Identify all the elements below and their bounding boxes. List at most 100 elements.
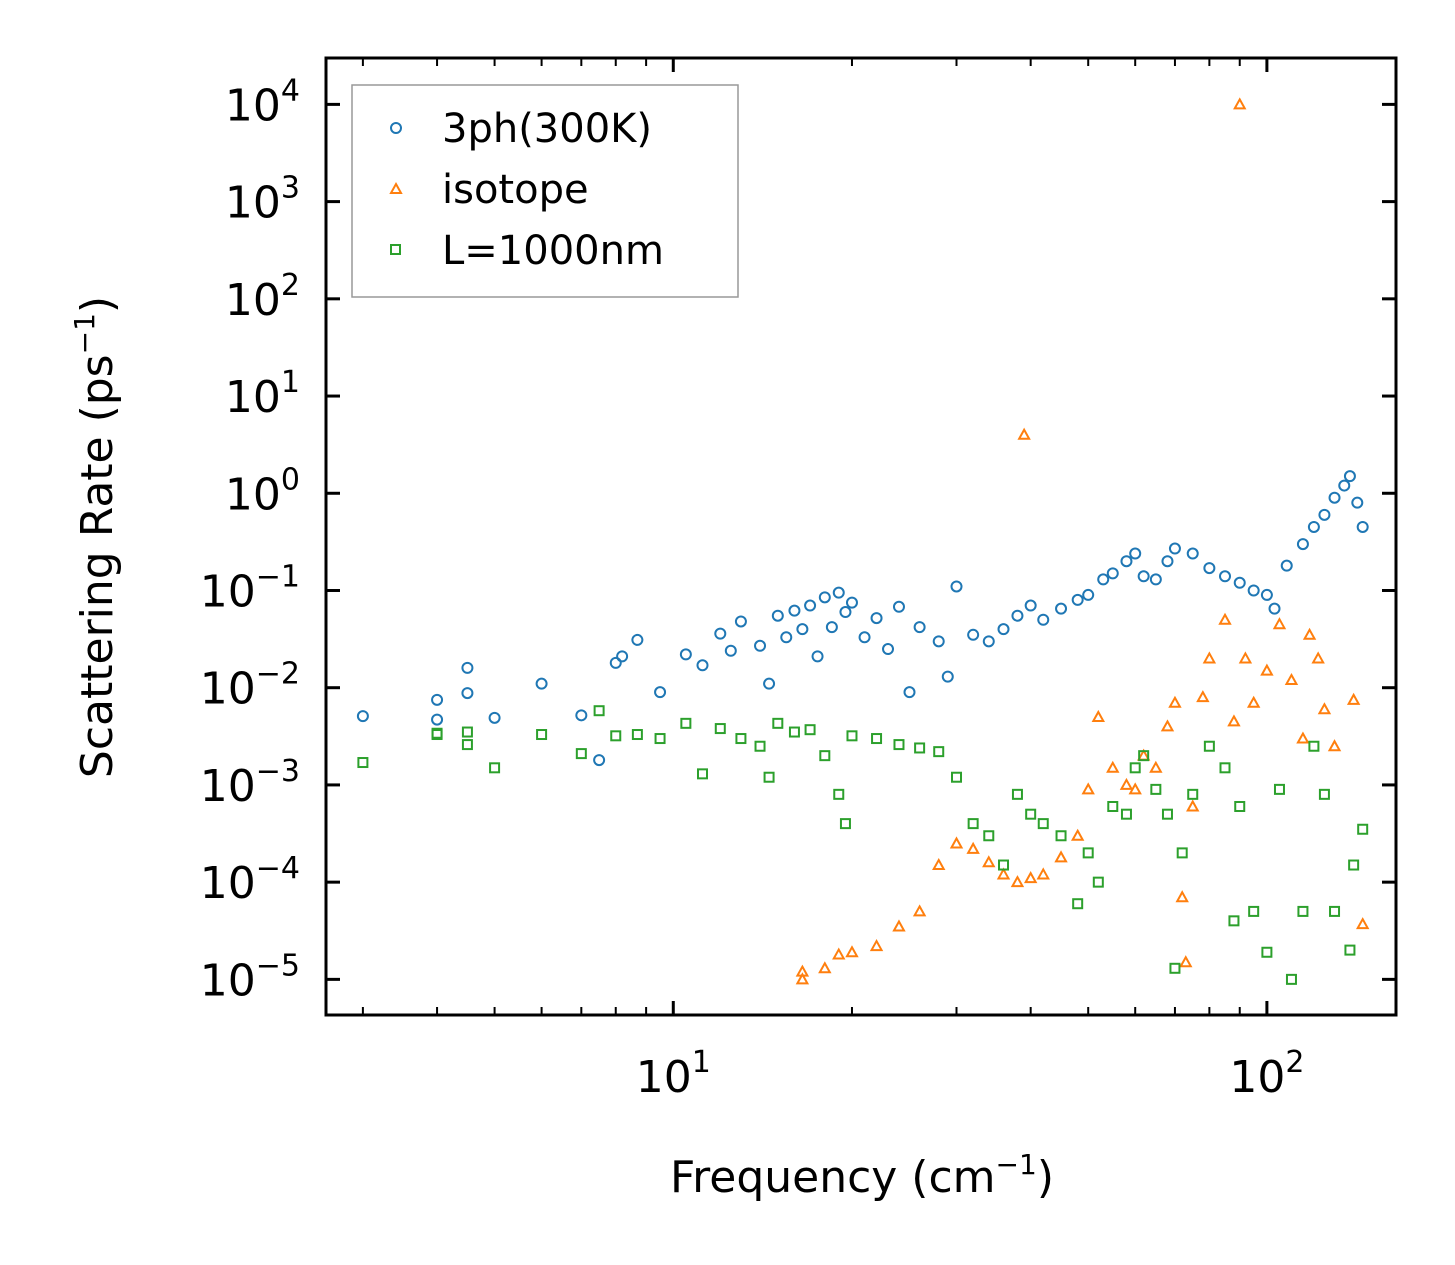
point-3ph [1218,570,1231,583]
data-points [356,97,1370,985]
point-3ph [654,686,667,699]
point-isotope [1186,799,1200,812]
point-isotope [1106,760,1120,773]
point-isotope [1081,782,1095,795]
point-boundary [1150,783,1162,795]
point-boundary [1055,830,1067,842]
point-isotope [996,867,1011,880]
x-tick-label: 101 [636,1045,711,1103]
point-isotope [1227,714,1241,727]
point-3ph [535,677,548,690]
point-isotope [1196,690,1210,703]
point-boundary [833,788,845,800]
y-tick-label: 100 [225,462,300,520]
point-isotope [832,947,846,960]
x-tick-label: 102 [1229,1045,1304,1103]
point-isotope [1284,672,1299,686]
y-tick-label: 10−1 [200,559,300,617]
point-3ph [1328,491,1341,504]
point-boundary [593,705,605,717]
point-isotope [949,836,964,849]
point-boundary [1357,823,1369,835]
point-3ph [825,621,838,634]
point-boundary [1219,762,1231,774]
point-boundary [1261,946,1273,958]
y-tick-label: 104 [225,73,300,131]
legend: 3ph(300K) isotope L=1000nm [351,84,739,298]
point-3ph [913,621,926,634]
y-tick-label: 101 [225,365,300,423]
point-3ph [616,650,629,663]
y-tick-label: 102 [225,268,300,326]
point-3ph [1296,538,1309,551]
point-boundary [839,818,851,830]
point-3ph [754,639,767,652]
point-3ph [870,612,883,625]
point-3ph [1203,562,1216,575]
point-3ph [982,635,995,648]
point-boundary [1228,915,1240,927]
legend-marker-boundary [390,244,401,255]
point-3ph [575,709,588,722]
point-3ph [1343,470,1356,483]
point-isotope [1175,890,1189,903]
point-3ph [858,631,871,644]
point-boundary [804,724,816,736]
point-boundary [575,748,587,760]
legend-marker-isotope [389,181,403,194]
point-boundary [1129,762,1141,774]
point-isotope [1311,651,1325,664]
point-3ph [1307,520,1320,533]
point-3ph [734,615,747,628]
point-3ph [1037,613,1050,626]
point-boundary [1248,905,1260,917]
point-3ph [771,609,784,622]
point-3ph [780,631,793,644]
point-boundary [967,818,979,830]
y-axis-title: Scattering Rate (ps−1) [68,296,123,778]
point-boundary [1120,808,1132,820]
point-isotope [932,857,946,871]
point-3ph [1129,547,1142,560]
point-boundary [714,723,726,735]
point-3ph [1055,602,1068,615]
point-3ph [941,670,954,683]
point-isotope [1296,731,1310,744]
point-3ph [714,627,727,640]
point-3ph [1097,573,1110,586]
point-3ph [796,623,809,636]
point-isotope [1272,617,1287,630]
point-3ph [832,586,845,599]
point-3ph [882,643,895,656]
point-3ph [804,599,817,612]
point-boundary [1107,800,1119,812]
point-boundary [357,757,369,769]
point-boundary [1037,818,1049,830]
point-isotope [1070,828,1085,841]
point-boundary [1234,800,1246,812]
point-boundary [1161,808,1173,820]
point-boundary [1011,788,1023,800]
point-3ph [1186,547,1199,560]
point-boundary [1308,740,1320,752]
y-tick-label: 10−5 [200,948,300,1006]
point-3ph [461,687,474,700]
point-3ph [609,656,622,669]
point-boundary [914,742,926,754]
point-boundary [1092,876,1104,888]
point-boundary [1176,847,1188,859]
point-boundary [1318,788,1330,800]
point-boundary [461,726,473,738]
point-isotope [1355,917,1370,930]
point-3ph [997,623,1010,636]
point-boundary [1138,750,1150,762]
point-isotope [1119,777,1134,790]
y-tick-label: 103 [225,171,300,229]
point-isotope [1010,875,1025,888]
plot-frame [324,56,1398,1017]
point-boundary [1025,808,1037,820]
point-isotope [1202,651,1217,664]
point-boundary [735,733,747,745]
x-axis-title: Frequency (cm−1) [670,1148,1054,1203]
point-3ph [1161,555,1174,568]
